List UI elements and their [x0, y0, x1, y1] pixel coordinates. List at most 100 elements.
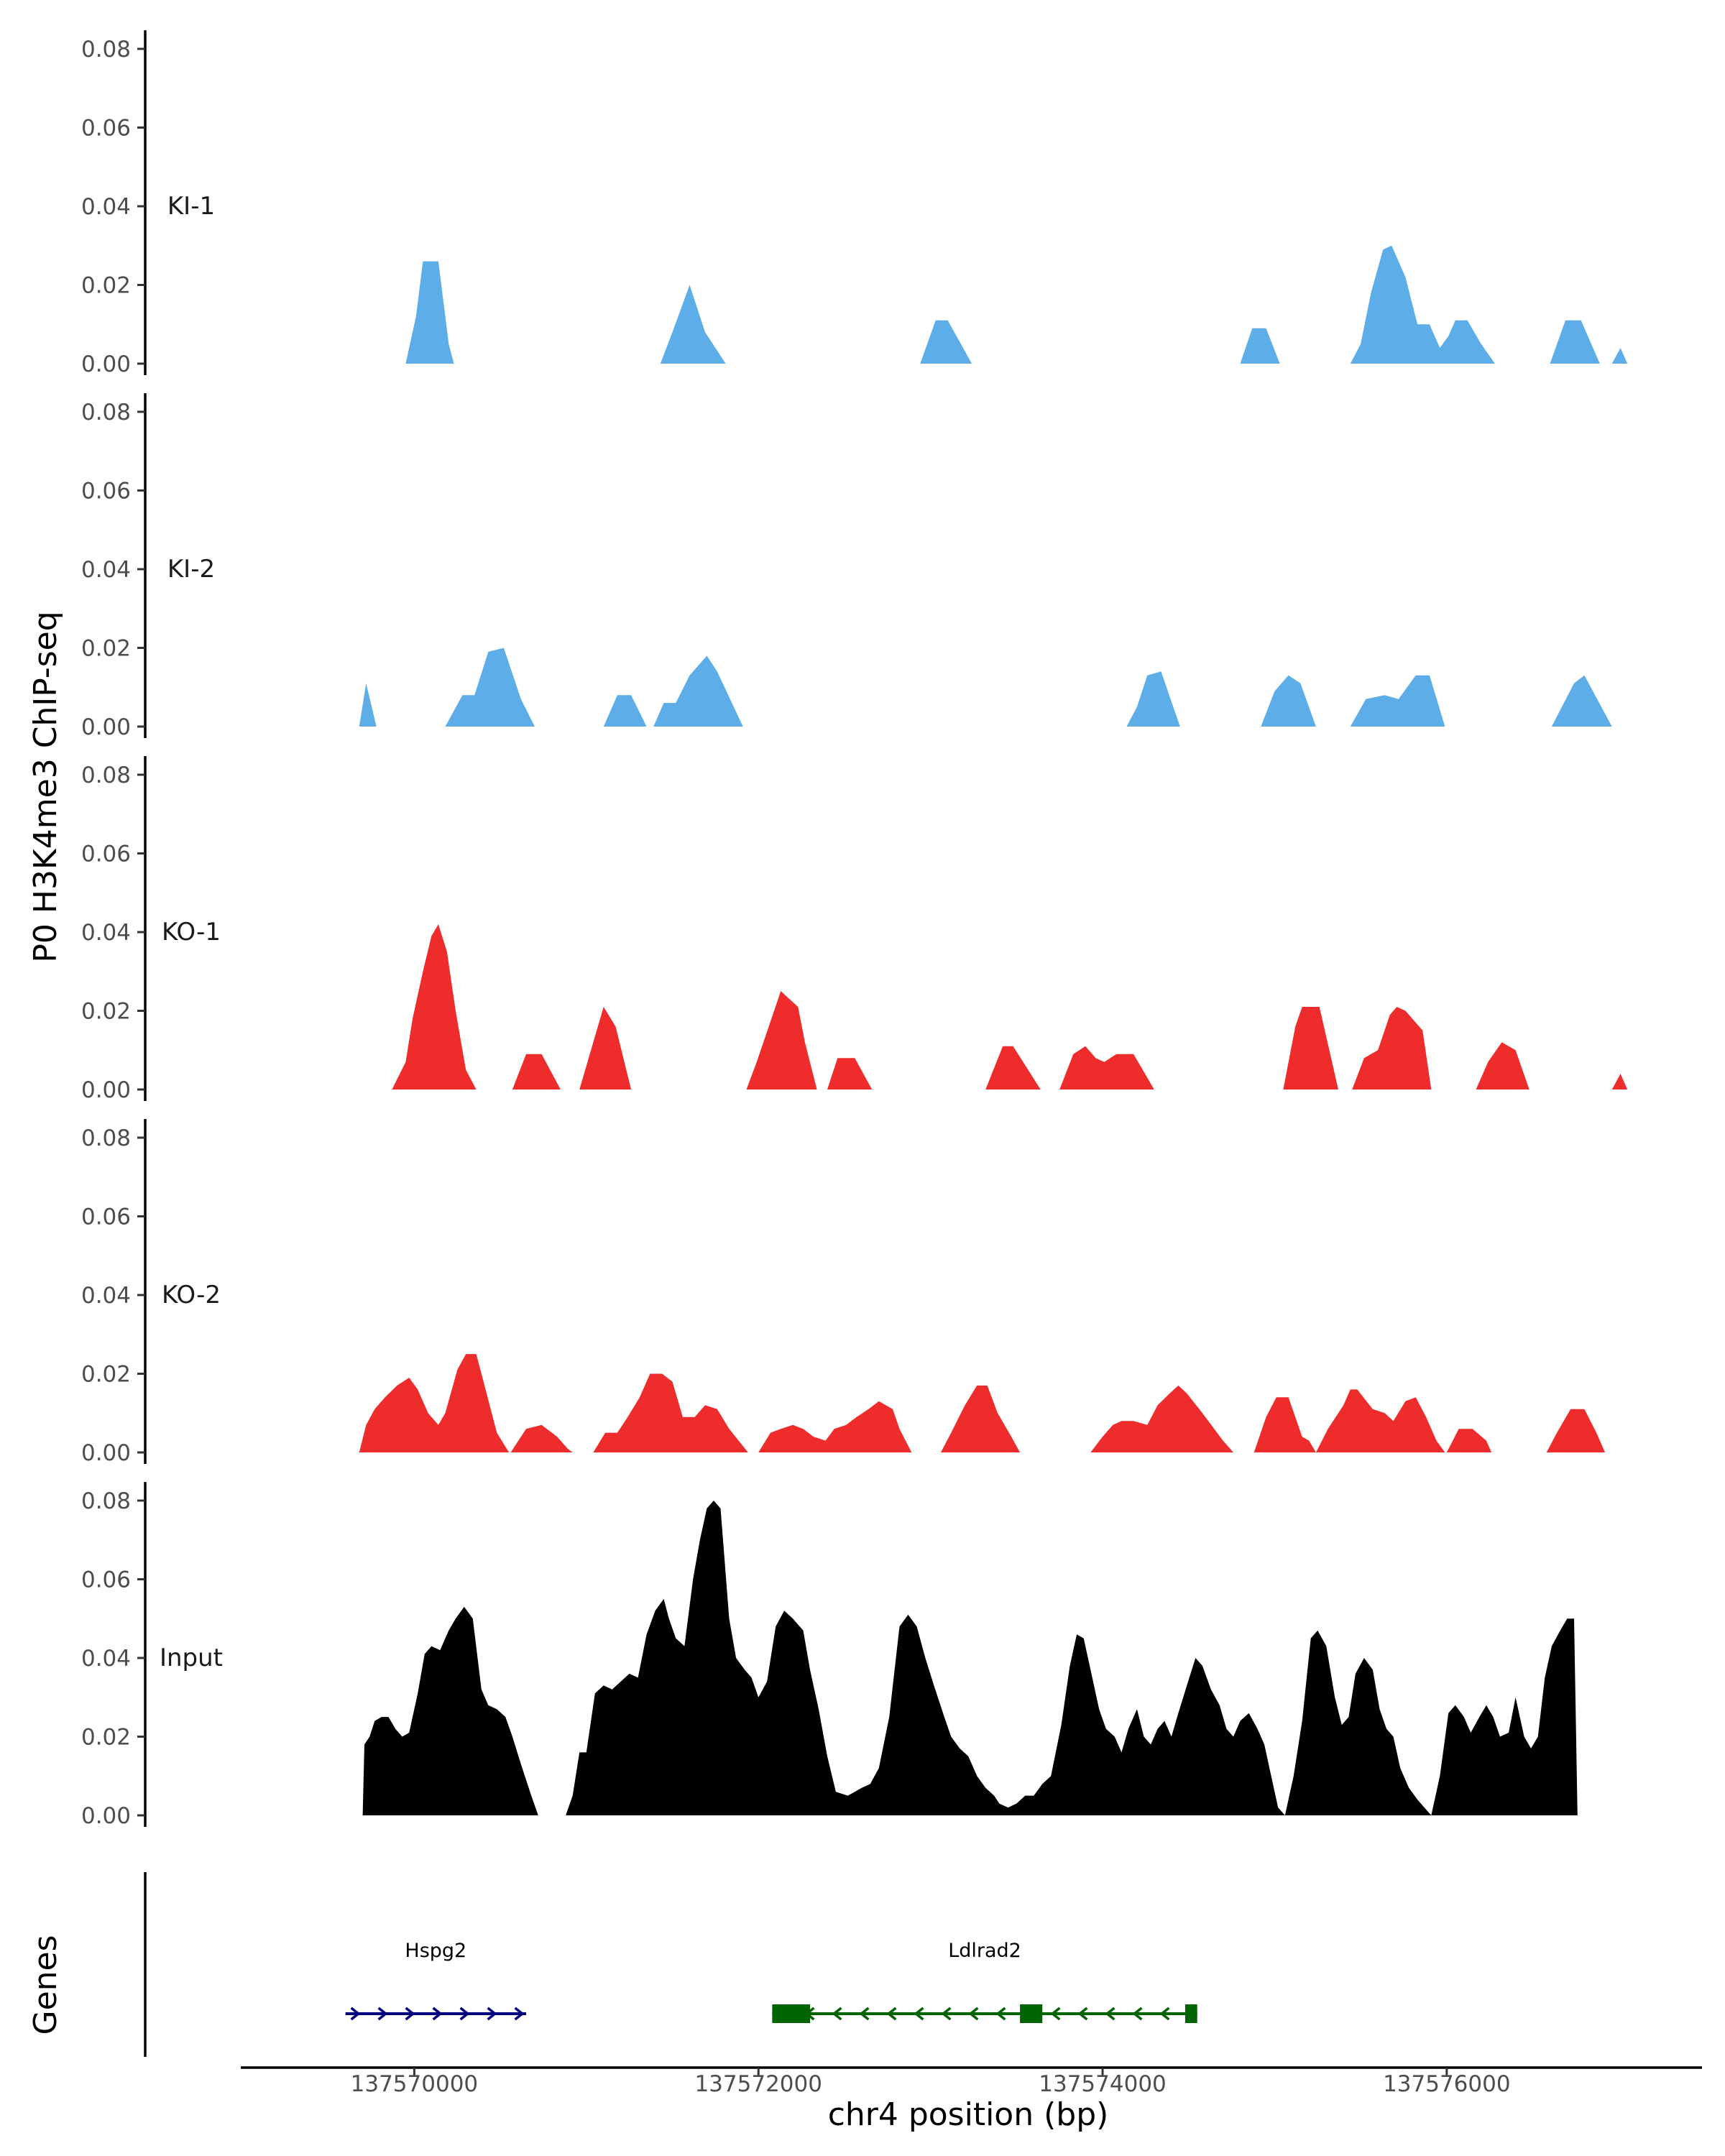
y-tick-label: 0.06: [81, 1204, 131, 1230]
y-tick-label: 0.00: [81, 1440, 131, 1466]
strand-arrow: [487, 2007, 497, 2021]
gene-hspg2: Hspg2: [345, 1940, 527, 2021]
y-tick-label: 0.00: [81, 351, 131, 377]
signal-peak: [512, 1054, 561, 1089]
strand-arrow: [350, 2007, 361, 2021]
signal-peak: [510, 1424, 573, 1452]
strand-arrow: [432, 2007, 443, 2021]
y-tick-label: 0.02: [81, 1362, 131, 1388]
signal-peak: [1350, 675, 1445, 727]
y-tick-label: 0.06: [81, 842, 131, 867]
gene-label: Ldlrad2: [948, 1940, 1021, 1962]
signal-peak: [1090, 1385, 1233, 1452]
x-axis: 137570000 137572000 137574000 137576000: [241, 2066, 1702, 2097]
strand-arrow: [514, 2007, 525, 2021]
signal-peak: [1059, 1046, 1154, 1089]
x-axis-title: chr4 position (bp): [828, 2096, 1109, 2133]
x-tick-label: 137576000: [1383, 2071, 1511, 2097]
y-axis-title: P0 H3K4me3 ChIP-seq: [27, 611, 64, 962]
signal-peak: [392, 924, 477, 1089]
signal-peak: [1283, 1007, 1338, 1089]
signal-peak: [660, 285, 726, 364]
signal-peak: [1551, 675, 1612, 727]
signal-peak: [1446, 1429, 1492, 1452]
signal-peak: [827, 1058, 873, 1089]
signal-peak: [445, 648, 535, 727]
track-ki-1: 0.00 0.02 0.04 0.06 0.08 KI-1: [81, 30, 1628, 377]
strand-arrow: [1105, 2007, 1116, 2021]
track-label: Input: [160, 1644, 223, 1672]
signal-peak: [1352, 1007, 1432, 1089]
signal-peak: [1550, 320, 1600, 364]
y-tick-label: 0.08: [81, 763, 131, 788]
strand-arrow: [941, 2007, 952, 2021]
x-tick-label: 137572000: [694, 2071, 822, 2097]
strand-arrow: [377, 2007, 388, 2021]
signal-peak: [1476, 1042, 1530, 1089]
track-label: KO-2: [162, 1281, 221, 1309]
strand-arrow: [1050, 2007, 1061, 2021]
x-tick-label: 137574000: [1039, 2071, 1167, 2097]
y-tick-label: 0.04: [81, 1646, 131, 1672]
signal-peak: [1315, 1389, 1445, 1452]
signal-peak: [359, 683, 377, 727]
y-tick-label: 0.02: [81, 636, 131, 662]
signal-peak: [579, 1007, 632, 1089]
signal-peak: [603, 695, 647, 727]
strand-arrow: [1132, 2007, 1143, 2021]
strand-arrow: [886, 2007, 897, 2021]
y-tick-label: 0.08: [81, 400, 131, 425]
tracks-layer: 0.00 0.02 0.04 0.06 0.08 KI-1 0.00 0.02 0.04 0.06…: [81, 30, 1628, 1829]
signal-peak: [758, 1401, 912, 1452]
strand-arrow: [832, 2007, 842, 2021]
y-tick-label: 0.02: [81, 273, 131, 299]
strand-arrow: [1077, 2007, 1088, 2021]
y-tick-label: 0.00: [81, 714, 131, 740]
signal-peak: [593, 1373, 748, 1452]
y-tick-label: 0.06: [81, 479, 131, 505]
gene-ldlrad2: Ldlrad2: [772, 1940, 1197, 2023]
genes-panel: Hspg2 Ldlrad2: [144, 1872, 1197, 2057]
signal-peak: [1254, 1397, 1316, 1452]
y-tick-label: 0.00: [81, 1803, 131, 1829]
y-tick-label: 0.08: [81, 37, 131, 63]
signal-peak: [1546, 1409, 1606, 1452]
strand-arrow: [859, 2007, 870, 2021]
track-label: KI-1: [167, 192, 215, 221]
y-tick-label: 0.08: [81, 1125, 131, 1151]
strand-arrow: [459, 2007, 470, 2021]
strand-arrow: [995, 2007, 1006, 2021]
genes-axis-title: Genes: [27, 1935, 64, 2035]
y-tick-label: 0.02: [81, 999, 131, 1025]
track-input: 0.00 0.02 0.04 0.06 0.08 Input: [81, 1482, 1578, 1829]
y-tick-label: 0.06: [81, 1567, 131, 1593]
exon: [1184, 2004, 1197, 2023]
y-tick-label: 0.04: [81, 194, 131, 220]
strand-arrow: [405, 2007, 415, 2021]
signal-peak: [1611, 348, 1628, 364]
signal-peak: [746, 991, 817, 1089]
signal-peak: [1240, 328, 1280, 364]
strand-arrow: [1159, 2007, 1170, 2021]
track-ko-1: 0.00 0.02 0.04 0.06 0.08 KO-1: [81, 756, 1628, 1103]
y-tick-label: 0.06: [81, 116, 131, 142]
signal-peak: [405, 261, 454, 364]
exon: [1020, 2004, 1043, 2023]
y-tick-label: 0.04: [81, 920, 131, 946]
signal-peak: [653, 655, 743, 727]
signal-peak: [1350, 245, 1495, 364]
signal-peak: [1261, 675, 1316, 727]
signal-peak: [1611, 1074, 1628, 1089]
track-label: KO-1: [162, 918, 221, 946]
signal-peak: [985, 1046, 1041, 1089]
strand-arrow: [968, 2007, 979, 2021]
y-tick-label: 0.08: [81, 1488, 131, 1514]
signal-peak: [920, 320, 972, 364]
y-tick-label: 0.02: [81, 1725, 131, 1751]
exon: [772, 2004, 811, 2023]
track-label: KI-2: [167, 555, 215, 584]
y-tick-label: 0.04: [81, 1283, 131, 1309]
y-tick-label: 0.00: [81, 1077, 131, 1103]
signal-peak: [1126, 671, 1180, 727]
